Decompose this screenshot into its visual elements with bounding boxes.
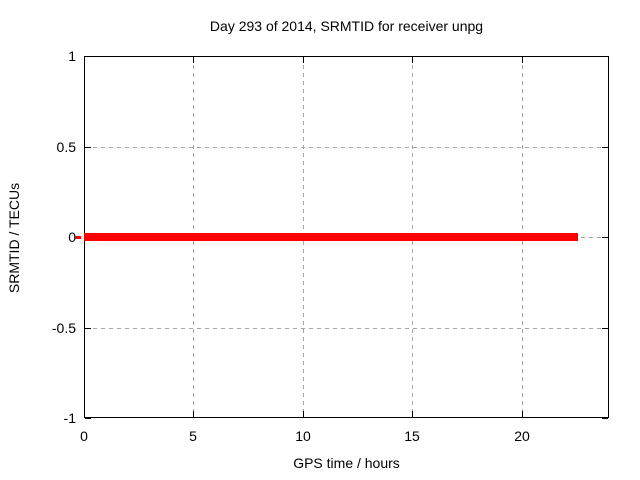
series-srmtid-line bbox=[84, 233, 578, 241]
y-tick-label: -0.5 bbox=[51, 320, 76, 336]
x-tick-mark-bottom bbox=[412, 411, 413, 417]
y-tick-mark-left bbox=[85, 147, 91, 148]
x-tick-mark-top bbox=[412, 57, 413, 63]
y-axis-label: SRMTID / TECUs bbox=[6, 182, 22, 294]
y-tick-label: 0 bbox=[68, 229, 76, 245]
x-tick-label: 0 bbox=[80, 428, 88, 444]
y-tick-mark-right bbox=[602, 147, 608, 148]
y-tick-mark-left bbox=[85, 56, 91, 57]
y-tick-mark-right bbox=[602, 418, 608, 419]
y-tick-mark-right bbox=[602, 328, 608, 329]
x-tick-label: 10 bbox=[295, 428, 311, 444]
x-tick-mark-top bbox=[84, 57, 85, 63]
y-tick-mark-right bbox=[602, 56, 608, 57]
x-tick-label: 15 bbox=[404, 428, 420, 444]
x-tick-mark-bottom bbox=[522, 411, 523, 417]
y-gridline bbox=[85, 328, 608, 329]
y-tick-mark-left bbox=[85, 418, 91, 419]
y-tick-mark-right bbox=[602, 237, 608, 238]
x-tick-mark-top bbox=[522, 57, 523, 63]
x-tick-mark-bottom bbox=[193, 411, 194, 417]
y-tick-label: 0.5 bbox=[56, 139, 76, 155]
x-tick-mark-top bbox=[303, 57, 304, 63]
x-tick-mark-top bbox=[193, 57, 194, 63]
x-tick-label: 20 bbox=[514, 428, 530, 444]
chart-title: Day 293 of 2014, SRMTID for receiver unp… bbox=[209, 18, 484, 34]
x-axis-label: GPS time / hours bbox=[293, 455, 400, 471]
y-gridline bbox=[85, 147, 608, 148]
series-left-cap bbox=[75, 236, 81, 239]
y-tick-label: -1 bbox=[63, 410, 76, 426]
x-tick-mark-bottom bbox=[84, 411, 85, 417]
y-tick-label: 1 bbox=[68, 48, 76, 64]
y-tick-mark-left bbox=[85, 328, 91, 329]
x-tick-mark-bottom bbox=[303, 411, 304, 417]
x-tick-label: 5 bbox=[189, 428, 197, 444]
